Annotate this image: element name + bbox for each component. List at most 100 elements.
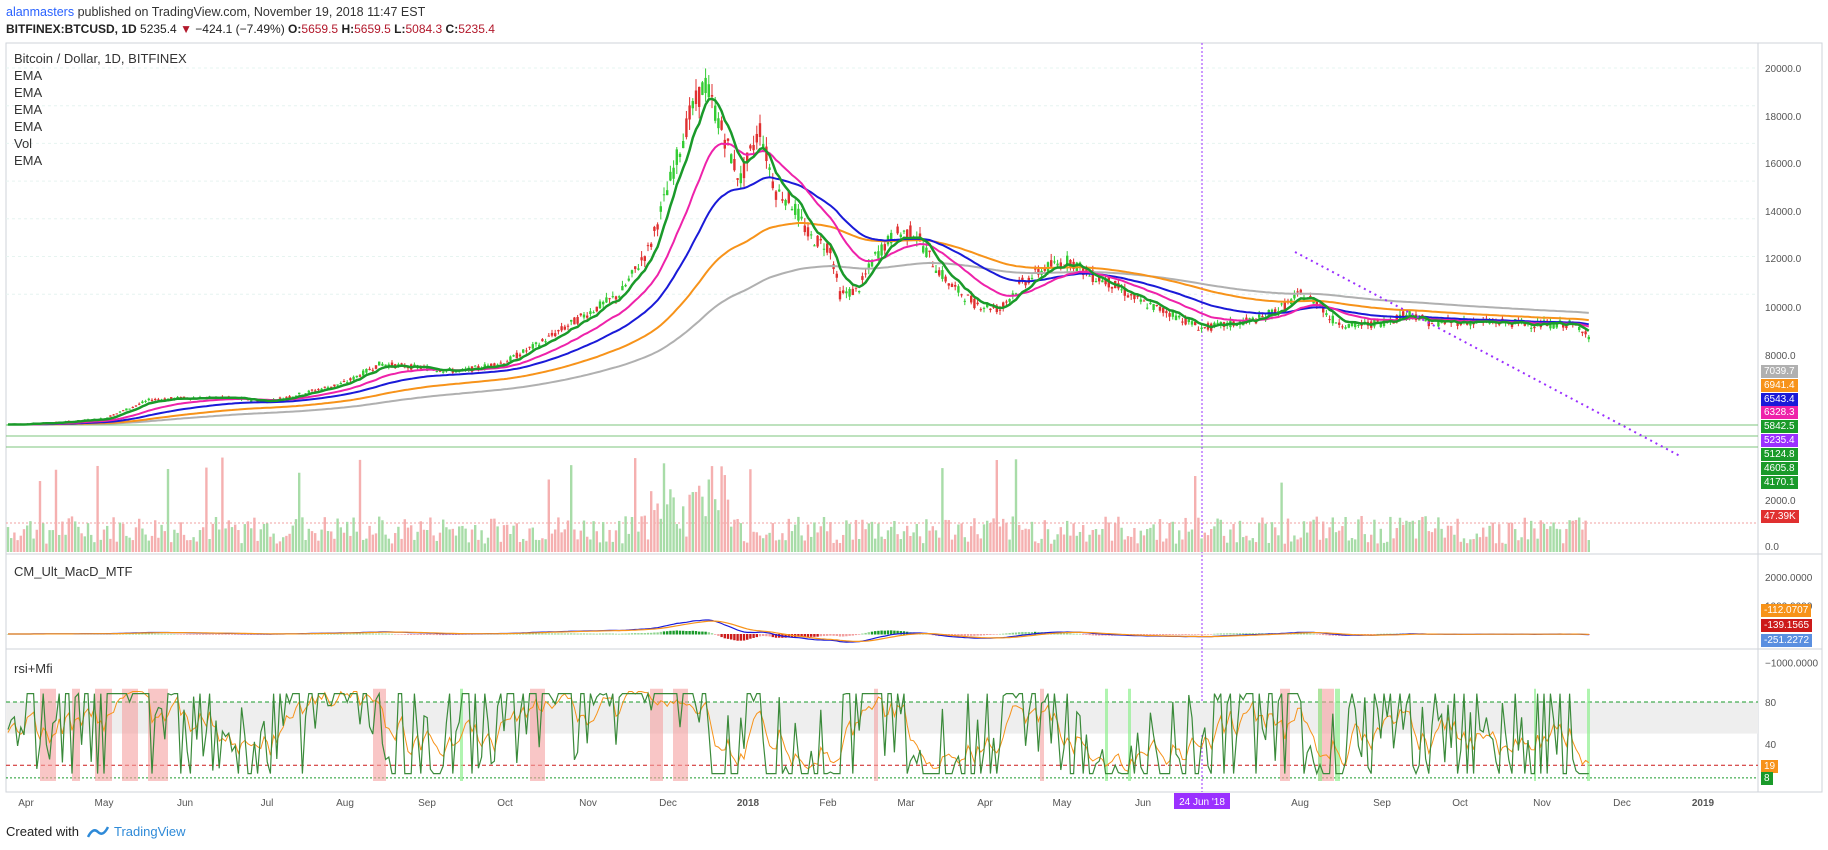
volume-bar <box>733 519 736 552</box>
volume-bar <box>672 497 675 552</box>
candle-body <box>442 371 445 373</box>
candle-body <box>1152 304 1155 310</box>
volume-bar <box>416 531 419 552</box>
macd-pane-title[interactable]: CM_Ult_MacD_MTF <box>14 564 133 579</box>
legend-ema-3[interactable]: EMA <box>14 102 43 117</box>
candle-body <box>493 363 496 368</box>
volume-bar <box>499 541 502 552</box>
candle-body <box>1328 319 1331 321</box>
macd-hist-bar <box>221 634 224 635</box>
volume-bar <box>1222 535 1226 552</box>
candle-body <box>531 344 534 349</box>
legend-ema-5[interactable]: EMA <box>14 153 43 168</box>
volume-bar <box>886 530 890 552</box>
volume-bar <box>173 529 176 552</box>
price-tick-label: 12000.0 <box>1765 254 1802 265</box>
macd-hist-bar <box>570 633 573 635</box>
candle-body <box>288 396 291 398</box>
volume-bar <box>304 539 307 552</box>
macd-hist-bar <box>227 634 230 635</box>
volume-bar <box>502 525 506 552</box>
price-badge: 6328.3 <box>1761 406 1798 419</box>
legend-ema-1[interactable]: EMA <box>14 68 43 83</box>
volume-bar <box>61 521 64 552</box>
legend-ema-4[interactable]: EMA <box>14 119 43 134</box>
candle-body <box>656 224 659 230</box>
legend-ema-2[interactable]: EMA <box>14 85 43 100</box>
price-tick-label: 16000.0 <box>1765 159 1802 170</box>
volume-bar <box>714 499 717 552</box>
candle-body <box>941 270 944 279</box>
candle-body <box>150 399 154 401</box>
volume-bar <box>1142 535 1146 552</box>
volume-bar <box>80 533 83 552</box>
volume-bar <box>646 539 650 552</box>
volume-bar <box>294 519 298 552</box>
volume-bar <box>26 525 29 552</box>
candle-body <box>726 138 730 141</box>
macd-hist-bar <box>618 633 621 635</box>
candle-body <box>512 355 515 357</box>
macd-hist-bar <box>755 634 758 638</box>
macd-hist-bar <box>250 634 253 635</box>
volume-bar <box>32 538 35 552</box>
volume-bar <box>22 529 26 552</box>
rsi-pane-title[interactable]: rsi+Mfi <box>14 661 53 676</box>
macd-hist-bar <box>1315 634 1318 635</box>
volume-bar <box>451 528 454 552</box>
volume-bar <box>960 523 963 552</box>
trendline <box>1294 251 1681 457</box>
author-link[interactable]: alanmasters <box>6 5 75 19</box>
candle-body <box>1338 322 1341 325</box>
candle-body <box>550 332 554 336</box>
candle-body <box>320 388 323 391</box>
publish-info: published on TradingView.com, November 1… <box>77 5 426 19</box>
volume-bar <box>614 530 618 552</box>
candle-body <box>1344 327 1347 329</box>
macd-hist-bar <box>368 633 371 635</box>
macd-hist-bar <box>208 634 211 635</box>
time-axis-label: Oct <box>497 798 513 809</box>
volume-bar <box>1453 534 1456 552</box>
candle-body <box>995 305 998 313</box>
time-axis-label: Feb <box>819 798 837 809</box>
volume-bar <box>925 519 928 552</box>
candle-body <box>1110 286 1114 289</box>
macd-hist-bar <box>957 634 960 637</box>
candle-body <box>1437 321 1440 327</box>
volume-bar <box>627 533 630 552</box>
candle-body <box>1165 311 1168 314</box>
volume-bar <box>326 531 330 552</box>
volume-bar <box>1133 527 1136 552</box>
macd-hist-bar <box>134 633 138 635</box>
brand-label: TradingView <box>113 824 186 839</box>
volume-bar <box>54 469 58 552</box>
macd-hist-bar <box>403 634 406 635</box>
macd-hist-bar <box>381 633 384 635</box>
candle-body <box>790 208 794 211</box>
volume-bar <box>1274 527 1277 552</box>
volume-bar <box>1501 542 1504 552</box>
volume-bar <box>691 492 694 552</box>
candle-body <box>1200 327 1203 330</box>
candle-body <box>1421 314 1424 316</box>
volume-bar <box>835 539 838 552</box>
candle-body <box>1347 324 1350 328</box>
volume-bar <box>442 519 445 552</box>
volume-bar <box>515 523 518 552</box>
macd-hist-bar <box>698 631 701 635</box>
tradingview-brand[interactable]: TradingView <box>86 824 186 839</box>
candle-body <box>986 304 989 308</box>
legend-vol[interactable]: Vol <box>14 136 33 151</box>
volume-bar <box>1299 537 1302 552</box>
rsi-overbought-band <box>72 688 80 781</box>
volume-bar <box>237 530 240 552</box>
volume-bar <box>950 539 954 552</box>
rsi-oversold-band <box>1587 688 1590 781</box>
volume-bar <box>928 530 931 552</box>
candle-body <box>547 335 550 337</box>
macd-hist-bar <box>445 634 448 636</box>
macd-hist-bar <box>1181 634 1184 635</box>
macd-hist-bar <box>701 631 704 635</box>
